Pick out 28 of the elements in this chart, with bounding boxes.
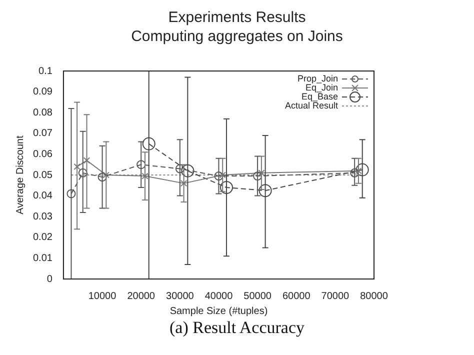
y-axis-title: Average Discount xyxy=(14,135,26,214)
x-tick-label: 30000 xyxy=(166,290,194,302)
x-tick-label: 50000 xyxy=(244,290,272,302)
legend-label: Eq_Join xyxy=(305,82,338,92)
legend-label: Actual Result xyxy=(284,100,338,110)
y-tick-label: 0.1 xyxy=(38,66,53,77)
y-tick-label: 0.05 xyxy=(32,170,53,181)
y-tick-label: 0.02 xyxy=(32,232,53,244)
y-tick-label: 0.03 xyxy=(32,211,53,222)
x-tick-label: 60000 xyxy=(282,290,311,302)
chart-subtitle: Computing aggregates on Joins xyxy=(130,27,344,46)
legend-label: Prop_Join xyxy=(297,73,338,84)
x-tick-label: 40000 xyxy=(204,290,234,302)
x-axis-title: Sample Size (#tuples) xyxy=(170,306,268,317)
x-tick-label: 70000 xyxy=(321,290,350,302)
y-tick-label: 0.08 xyxy=(32,107,53,118)
x-tick-label: 80000 xyxy=(360,290,388,302)
y-tick-label: 0.01 xyxy=(32,252,53,264)
text: (a) Result Accuracy xyxy=(168,318,306,338)
x-tick-label: 10000 xyxy=(88,290,117,302)
legend-label: Eq_Base xyxy=(301,91,338,102)
y-tick-label: 0.07 xyxy=(32,128,53,140)
y-tick-label: 0.06 xyxy=(32,148,53,160)
y-tick-label: 0 xyxy=(46,274,53,285)
chart-title: Experiments Results xyxy=(167,8,307,27)
y-tick-label: 0.04 xyxy=(32,190,53,202)
y-tick-label: 0.09 xyxy=(32,86,53,98)
x-tick-label: 20000 xyxy=(127,290,156,302)
